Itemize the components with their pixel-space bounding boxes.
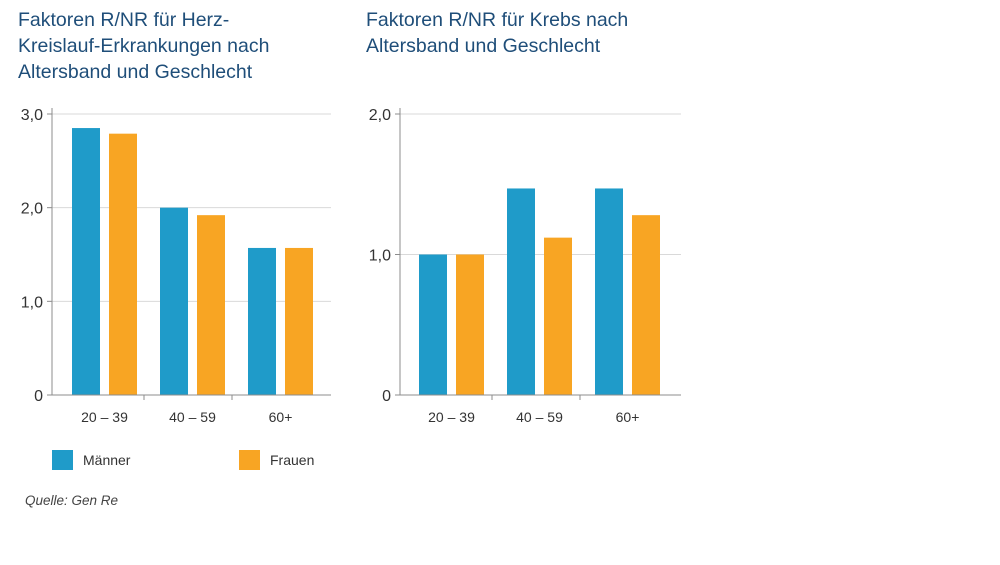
x-tick-label: 20 – 39: [428, 409, 475, 425]
chart-cancer: 0 1,0 2,0 20 – 39 40 – 59 60+: [369, 107, 681, 425]
bar-women-3: [285, 247, 313, 395]
bar-men-1: [419, 254, 447, 395]
x-tick-label: 60+: [616, 409, 640, 425]
legend-swatch-men: [52, 450, 73, 470]
bar-men-1: [72, 128, 100, 396]
bar-women-2: [197, 215, 225, 395]
bar-men-3: [248, 247, 276, 395]
chart-title-cardiovascular: Faktoren R/NR für Herz- Kreislauf-Erkran…: [18, 9, 270, 83]
x-tick-label: 60+: [269, 409, 293, 425]
y-tick-label: 2,0: [21, 201, 43, 218]
bar-women-1: [456, 254, 484, 395]
bar-men-2: [160, 207, 188, 395]
y-tick-label: 0: [34, 388, 43, 405]
bar-women-1: [109, 133, 137, 396]
x-tick-label: 20 – 39: [81, 409, 128, 425]
legend-label-women: Frauen: [270, 452, 315, 468]
y-tick-label: 2,0: [369, 107, 391, 124]
y-tick-label: 0: [382, 388, 391, 405]
legend-label-men: Männer: [83, 452, 131, 468]
bar-women-2: [544, 237, 572, 395]
bar-men-3: [595, 188, 623, 395]
y-tick-label: 1,0: [21, 294, 43, 311]
chart-cardiovascular: 0 1,0 2,0 3,0 20 – 39 40 – 59 60+: [21, 107, 331, 425]
source-note: Quelle: Gen Re: [25, 493, 119, 508]
x-tick-label: 40 – 59: [516, 409, 563, 425]
legend-swatch-women: [239, 450, 260, 470]
bar-women-3: [632, 215, 660, 395]
legend-item-men: Männer: [52, 450, 130, 470]
y-tick-label: 1,0: [369, 248, 391, 265]
legend-item-women: Frauen: [239, 450, 314, 470]
x-tick-label: 40 – 59: [169, 409, 216, 425]
chart-title-cancer: Faktoren R/NR für Krebs nach Altersband …: [366, 9, 629, 57]
bar-men-2: [507, 188, 535, 395]
y-tick-label: 3,0: [21, 107, 43, 124]
